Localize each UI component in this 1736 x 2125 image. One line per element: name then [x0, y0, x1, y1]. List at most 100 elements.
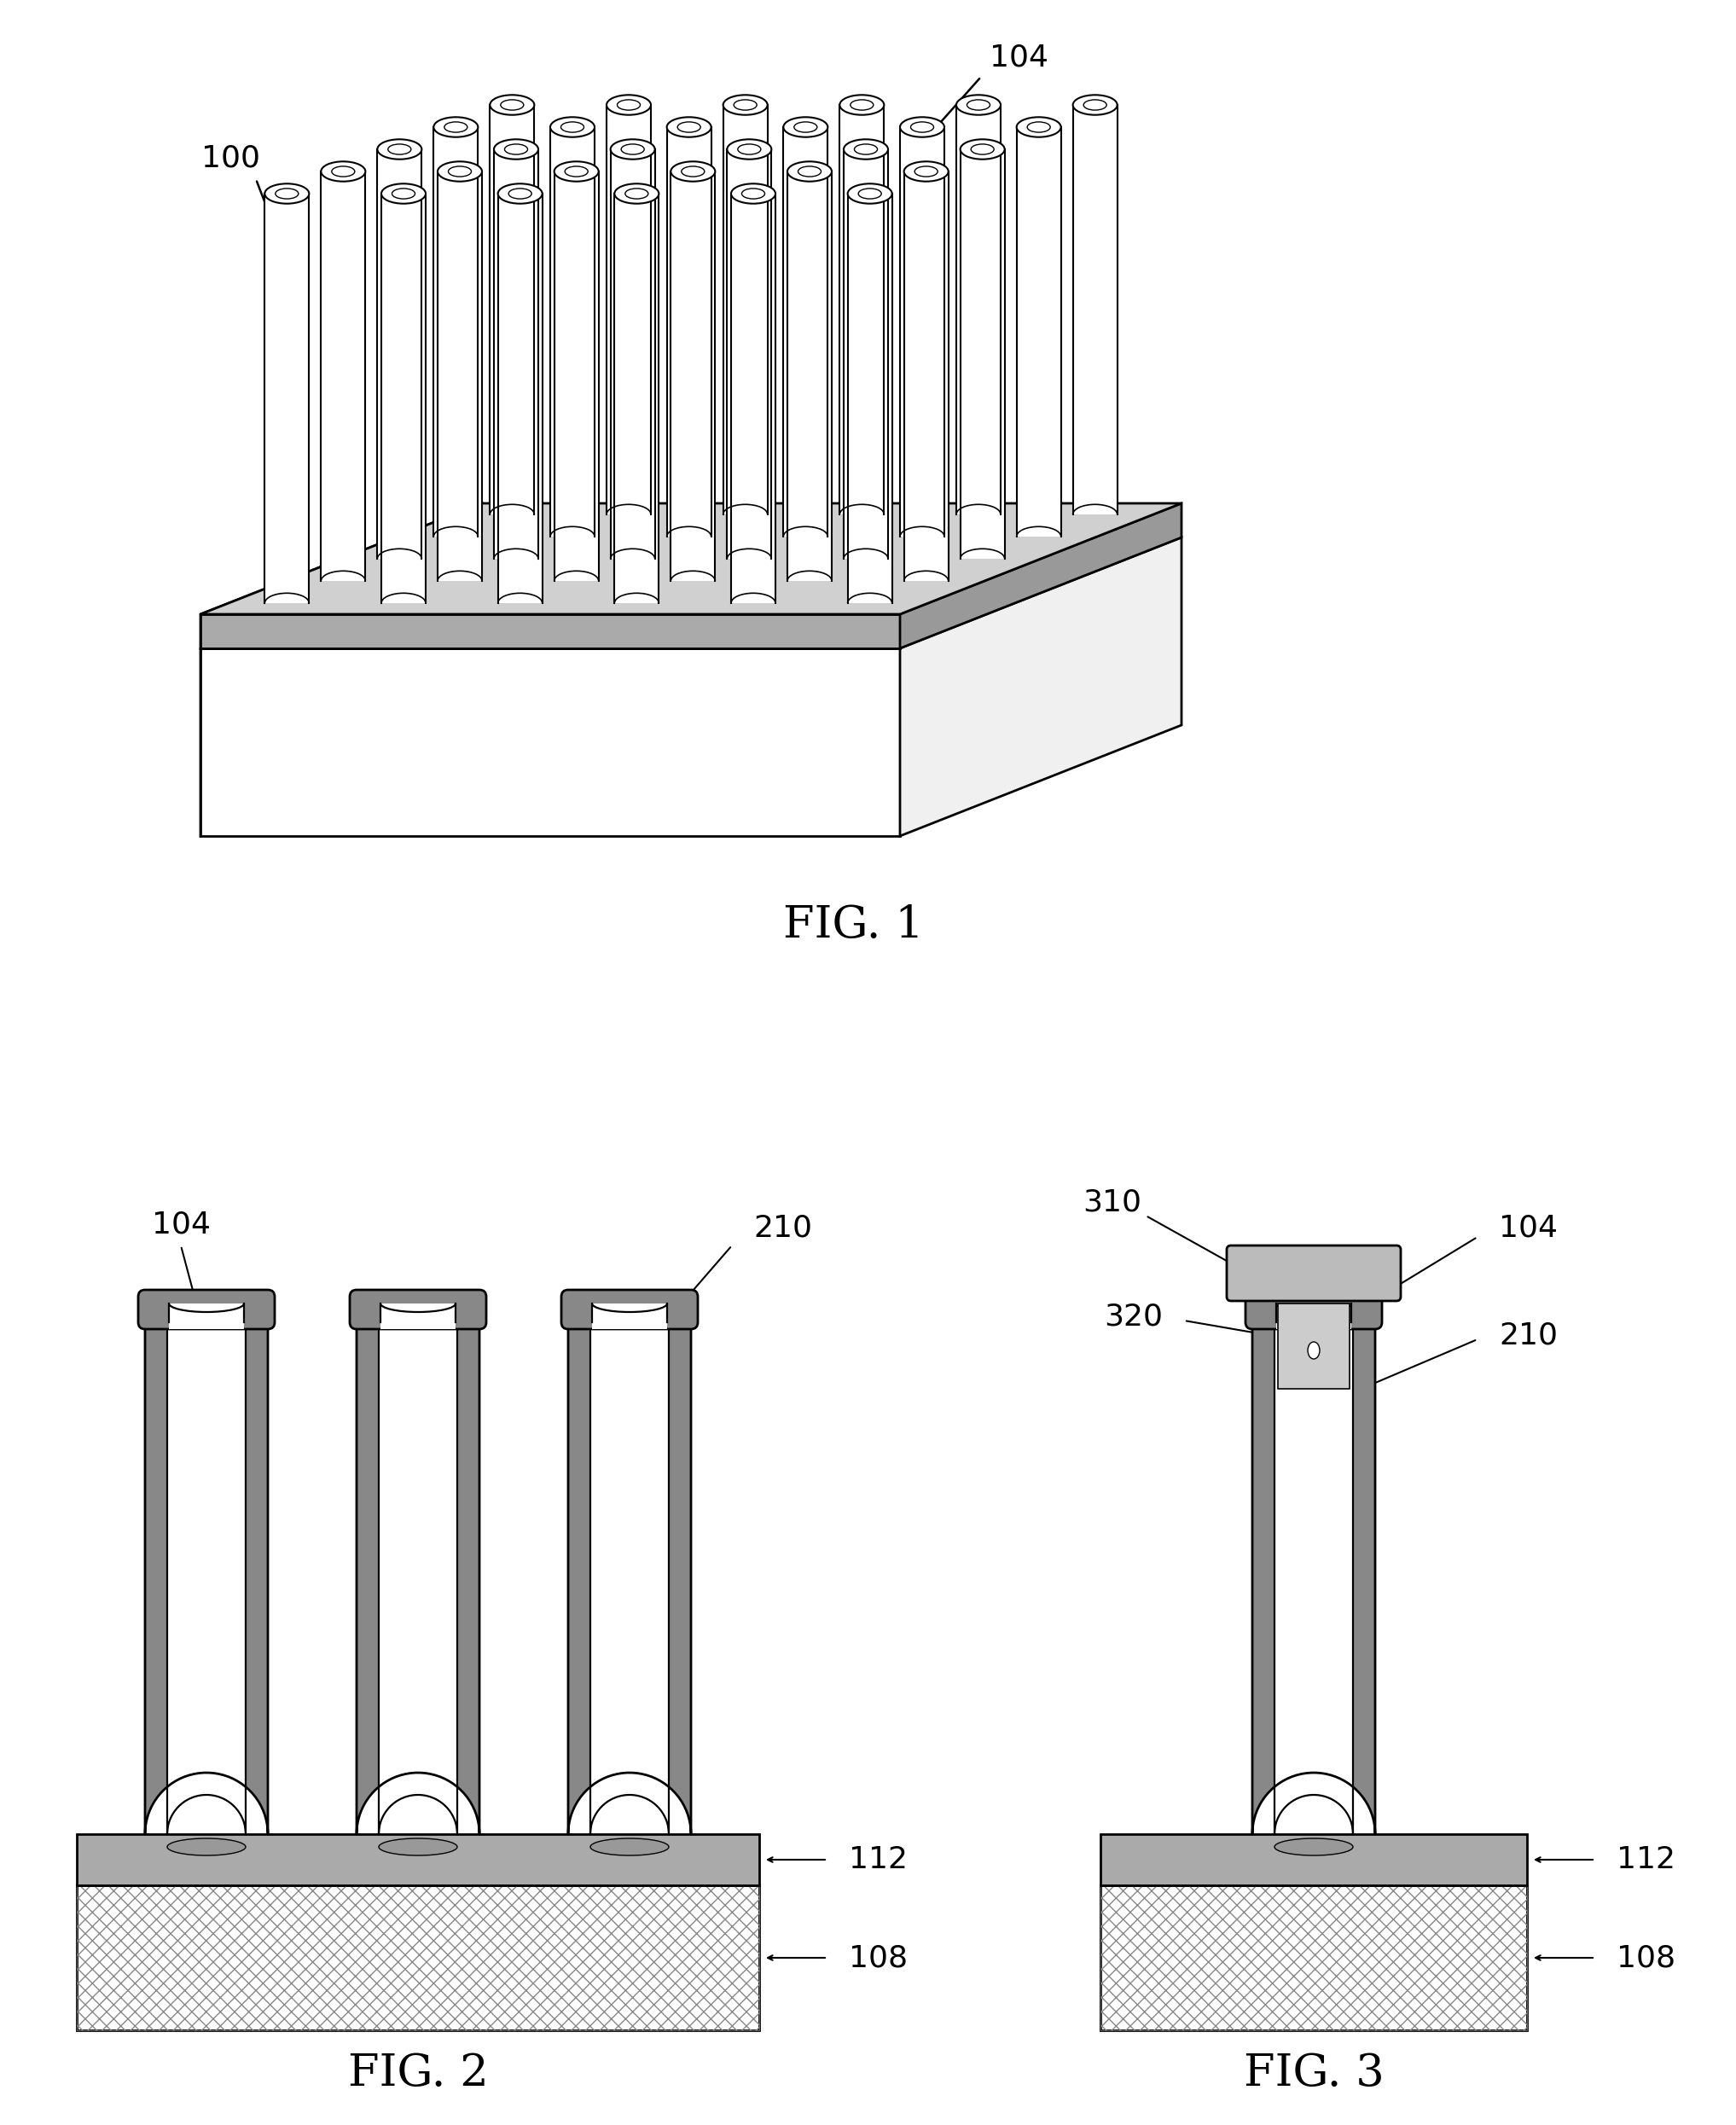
Ellipse shape	[970, 144, 995, 155]
Ellipse shape	[904, 162, 948, 181]
Ellipse shape	[670, 162, 715, 181]
Polygon shape	[670, 172, 715, 580]
Ellipse shape	[434, 117, 477, 138]
Polygon shape	[378, 1322, 457, 1834]
Polygon shape	[1017, 128, 1061, 538]
Polygon shape	[437, 172, 483, 580]
Text: 104: 104	[151, 1209, 210, 1239]
Ellipse shape	[437, 162, 483, 181]
Text: 108: 108	[849, 1942, 908, 1972]
Bar	[592, 1303, 667, 1328]
Polygon shape	[899, 128, 944, 538]
Ellipse shape	[741, 189, 766, 200]
Ellipse shape	[332, 166, 354, 176]
FancyBboxPatch shape	[1227, 1245, 1401, 1300]
Bar	[76, 1885, 759, 2029]
Text: 112: 112	[849, 1844, 908, 1874]
Ellipse shape	[444, 121, 467, 132]
Text: 210: 210	[1498, 1320, 1557, 1349]
Text: 108: 108	[1024, 727, 1083, 756]
Polygon shape	[568, 1322, 691, 1834]
Ellipse shape	[1307, 1341, 1319, 1360]
Ellipse shape	[382, 183, 425, 204]
Polygon shape	[957, 104, 1000, 514]
Ellipse shape	[509, 189, 531, 200]
Text: 310: 310	[1083, 1188, 1141, 1218]
Polygon shape	[356, 1322, 479, 1834]
Polygon shape	[200, 504, 1182, 614]
Polygon shape	[200, 648, 899, 835]
Bar	[168, 1303, 245, 1328]
Ellipse shape	[495, 140, 538, 159]
Ellipse shape	[788, 162, 832, 181]
Ellipse shape	[1083, 100, 1106, 110]
Ellipse shape	[734, 100, 757, 110]
Polygon shape	[840, 104, 884, 514]
Polygon shape	[1274, 1322, 1352, 1834]
Text: 100: 100	[201, 142, 260, 172]
Ellipse shape	[321, 162, 365, 181]
Polygon shape	[498, 193, 542, 604]
Polygon shape	[200, 614, 899, 648]
Polygon shape	[667, 128, 712, 538]
FancyBboxPatch shape	[1245, 1290, 1382, 1328]
Ellipse shape	[858, 189, 882, 200]
Ellipse shape	[392, 189, 415, 200]
Polygon shape	[264, 193, 309, 604]
Ellipse shape	[264, 183, 309, 204]
Polygon shape	[200, 538, 483, 835]
Ellipse shape	[899, 117, 944, 138]
Text: 210: 210	[753, 1213, 812, 1243]
Ellipse shape	[724, 96, 767, 115]
Text: FIG. 1: FIG. 1	[783, 903, 924, 948]
Polygon shape	[377, 149, 422, 559]
Text: 112: 112	[1024, 616, 1083, 646]
FancyBboxPatch shape	[561, 1290, 698, 1328]
Polygon shape	[200, 504, 483, 648]
Ellipse shape	[167, 1838, 247, 1855]
Polygon shape	[434, 128, 477, 538]
Ellipse shape	[851, 100, 873, 110]
Ellipse shape	[505, 144, 528, 155]
Ellipse shape	[498, 183, 542, 204]
Polygon shape	[590, 1322, 668, 1834]
Ellipse shape	[550, 117, 595, 138]
Ellipse shape	[490, 96, 535, 115]
Ellipse shape	[387, 144, 411, 155]
Ellipse shape	[615, 183, 660, 204]
Ellipse shape	[1028, 121, 1050, 132]
Ellipse shape	[590, 1838, 668, 1855]
Text: 320: 320	[1104, 1303, 1163, 1330]
Ellipse shape	[967, 100, 990, 110]
Polygon shape	[904, 172, 948, 580]
Ellipse shape	[854, 144, 877, 155]
Ellipse shape	[844, 140, 889, 159]
Text: 108: 108	[1616, 1942, 1675, 1972]
Ellipse shape	[727, 140, 771, 159]
Text: 104: 104	[1498, 1213, 1557, 1243]
Ellipse shape	[561, 121, 583, 132]
FancyBboxPatch shape	[139, 1290, 274, 1328]
Ellipse shape	[618, 100, 641, 110]
Polygon shape	[847, 193, 892, 604]
Bar	[1101, 1834, 1528, 1885]
Ellipse shape	[611, 140, 654, 159]
Polygon shape	[490, 104, 535, 514]
Text: FIG. 2: FIG. 2	[347, 2051, 488, 2095]
Ellipse shape	[554, 162, 599, 181]
Polygon shape	[495, 149, 538, 559]
Polygon shape	[611, 149, 654, 559]
Ellipse shape	[276, 189, 299, 200]
FancyBboxPatch shape	[349, 1290, 486, 1328]
Ellipse shape	[1274, 1838, 1352, 1855]
Ellipse shape	[793, 121, 818, 132]
Ellipse shape	[911, 121, 934, 132]
Polygon shape	[783, 128, 828, 538]
Ellipse shape	[500, 100, 524, 110]
Text: 104: 104	[990, 42, 1049, 72]
Ellipse shape	[738, 144, 760, 155]
Polygon shape	[146, 1322, 267, 1834]
Ellipse shape	[677, 121, 701, 132]
Polygon shape	[1073, 104, 1118, 514]
Polygon shape	[606, 104, 651, 514]
